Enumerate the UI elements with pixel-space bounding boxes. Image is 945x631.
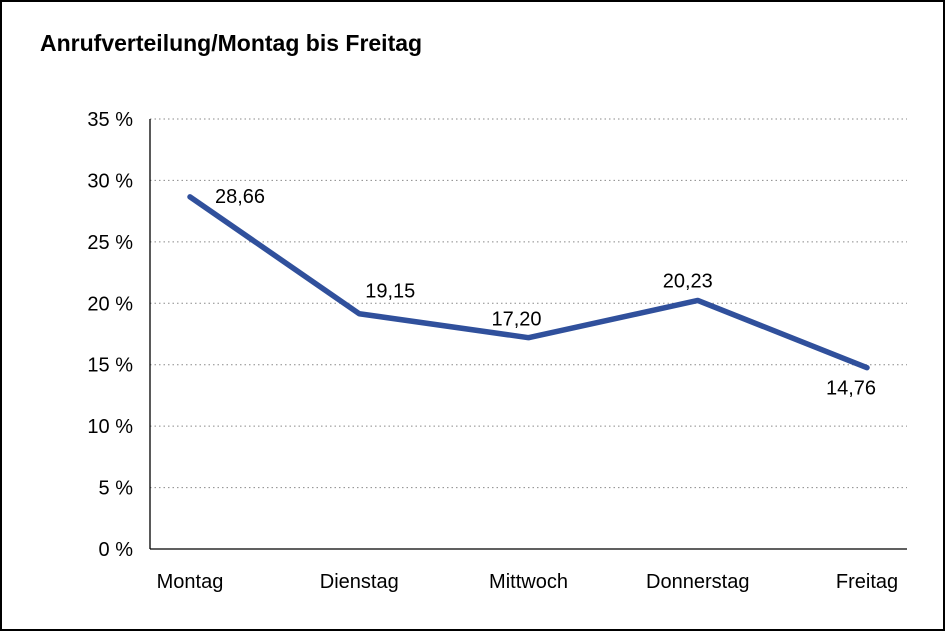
chart-title: Anrufverteilung/Montag bis Freitag <box>40 30 423 56</box>
y-tick-label: 0 % <box>99 539 134 561</box>
x-category-label: Dienstag <box>320 571 399 593</box>
x-category-label: Montag <box>157 571 224 593</box>
y-tick-label: 15 % <box>87 355 133 377</box>
y-tick-label: 25 % <box>87 232 133 254</box>
x-category-label: Freitag <box>836 571 898 593</box>
y-tick-label: 10 % <box>87 416 133 438</box>
data-point-label: 17,20 <box>491 309 541 331</box>
data-point-label: 14,76 <box>826 378 876 400</box>
y-tick-label: 30 % <box>87 170 133 192</box>
y-tick-label: 35 % <box>87 109 133 131</box>
data-point-label: 20,23 <box>663 270 713 292</box>
data-line <box>187 194 870 371</box>
x-category-label: Donnerstag <box>646 571 749 593</box>
y-tick-label: 20 % <box>87 293 133 315</box>
y-tick-label: 5 % <box>99 478 134 500</box>
x-category-label: Mittwoch <box>489 571 568 593</box>
data-point-label: 28,66 <box>215 186 265 208</box>
data-point-label: 19,15 <box>365 281 415 303</box>
